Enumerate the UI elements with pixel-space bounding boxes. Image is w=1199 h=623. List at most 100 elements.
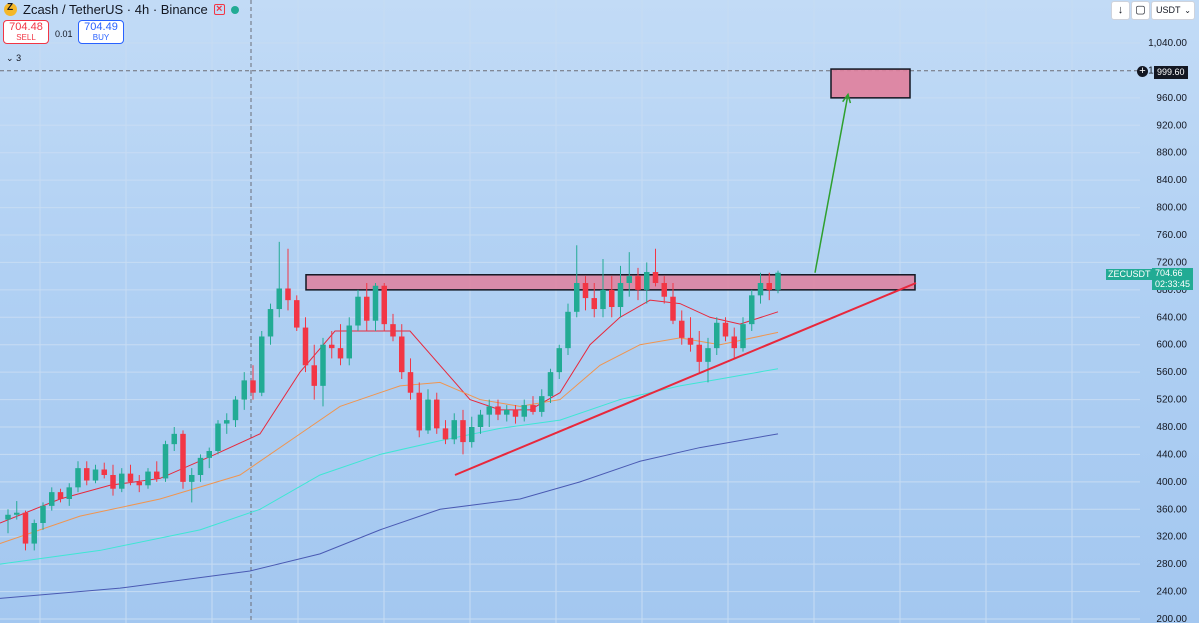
candle-body [311,365,317,386]
price-scale-tick: 600.00 [1156,340,1187,351]
candle-body [547,372,554,397]
download-arrow-icon[interactable]: ↓ [1111,1,1130,20]
candle-body [145,471,151,486]
price-scale-tick: 1,040.00 [1148,38,1187,49]
candle-body [57,492,64,499]
candle-body [687,337,694,345]
candle-body [276,288,282,310]
price-scale-tick: 880.00 [1156,148,1187,159]
candle-body [539,396,545,412]
price-scale-tick: 360.00 [1156,504,1187,515]
support-trendline [454,282,917,476]
candle-body [259,336,265,393]
candle-countdown: 02:33:45 [1155,279,1191,289]
moving-average-line [0,299,779,524]
chevron-down-icon: ⌄ [6,53,14,63]
candle-body [460,420,466,443]
candle-body [512,409,519,417]
sell-price: 704.48 [9,21,43,33]
candle-body [442,428,449,440]
candle-body [5,514,11,520]
candle-body [661,283,667,297]
market-open-indicator-icon [230,5,239,14]
currency-select[interactable]: USDT ⌄ [1151,1,1195,20]
candle-body [495,406,501,415]
add-alert-icon[interactable]: + [1137,66,1148,77]
projection-arrowhead [842,92,852,104]
indicator-count: 3 [16,53,22,63]
candle-body [679,320,685,338]
candle-body [766,283,772,290]
fullscreen-icon[interactable]: ▢ [1131,1,1150,20]
candle-body [757,283,764,296]
candle-body [390,324,396,337]
candle-body [521,405,527,417]
candle-body [154,471,160,479]
horizontal-line-price-label: 999.60 [1154,66,1188,79]
candle-body [425,399,431,431]
candle-body [696,344,702,362]
candle-body [530,405,536,412]
candle-body [66,487,72,499]
candle-body [670,296,676,321]
candle-body [749,295,755,325]
sell-button[interactable]: 704.48 SELL [3,20,49,44]
price-scale-tick: 200.00 [1156,614,1187,623]
candle-body [92,469,99,481]
price-scale-tick: 840.00 [1156,175,1187,186]
price-scale-tick: 760.00 [1156,230,1187,241]
price-scale-tick: 520.00 [1156,395,1187,406]
candle-body [364,296,370,321]
candle-body [22,512,29,544]
last-price-label: 704.66 02:33:45 [1152,268,1194,290]
candle-body [600,289,606,310]
candle-body [232,399,239,421]
candle-body [407,372,414,393]
projection-arrow-line [814,94,849,273]
candle-body [740,324,746,349]
indicators-toggle[interactable]: ⌄ 3 [6,53,21,64]
candle-body [75,468,81,488]
candle-body [320,344,326,386]
candle-body [644,272,650,290]
candle-body [504,409,510,415]
candle-body [434,399,440,429]
candle-body [574,283,580,312]
candle-body [302,327,309,366]
candle-body [241,380,247,400]
candle-body [617,283,624,307]
candle-body [635,276,641,290]
price-scale-tick: 320.00 [1156,532,1187,543]
candle-body [14,512,20,515]
candle-body [652,272,659,283]
candle-body [591,298,597,310]
moving-average-line [0,433,779,599]
buy-button[interactable]: 704.49 BUY [78,20,124,44]
chart-header: Zcash / TetherUS · 4h · Binance × [4,2,239,17]
candle-body [180,433,186,482]
close-market-icon[interactable]: × [213,4,225,15]
chevron-down-icon: ⌄ [1184,6,1191,15]
candle-body [127,473,134,482]
currency-value: USDT [1156,5,1181,15]
candle-body [722,322,729,337]
candle-body [469,427,475,443]
candle-body [197,457,204,475]
candle-body [294,300,300,328]
target-zone [830,68,911,99]
price-scale-tick: 960.00 [1156,93,1187,104]
moving-average-line [0,368,779,565]
candle-body [381,285,387,325]
sell-label: SELL [16,33,36,42]
candle-body [136,481,142,486]
candle-body [119,473,125,489]
candle-body [372,285,379,321]
candle-body [101,469,107,475]
candle-body [609,289,615,307]
buy-label: BUY [92,33,110,42]
candle-body [775,272,781,290]
price-scale-tick: 280.00 [1156,559,1187,570]
candle-body [224,420,230,424]
